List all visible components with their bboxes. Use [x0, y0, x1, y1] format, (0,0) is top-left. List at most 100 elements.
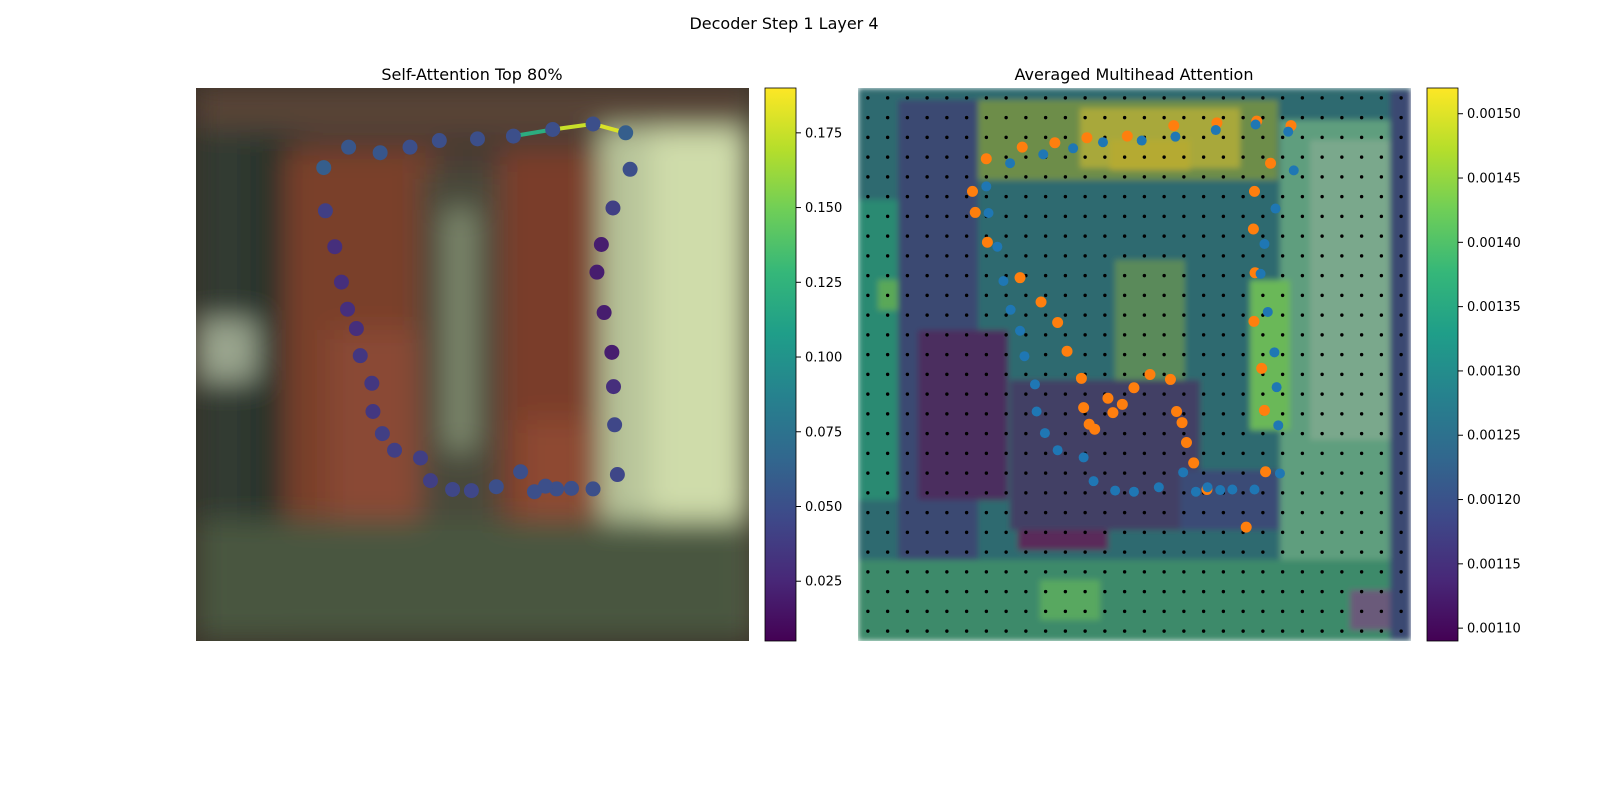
- grid-dot: [1300, 629, 1305, 633]
- grid-dot: [1241, 313, 1245, 317]
- grid-dot: [1043, 550, 1048, 554]
- grid-dot: [945, 570, 949, 574]
- blue-point: [1015, 325, 1026, 336]
- attention-point: [513, 464, 529, 480]
- grid-dot: [1182, 530, 1186, 535]
- orange-point: [1260, 466, 1272, 478]
- grid-dot: [1063, 372, 1068, 377]
- grid-dot: [866, 155, 870, 159]
- grid-dot: [1379, 352, 1384, 357]
- grid-dot: [1300, 431, 1305, 436]
- grid-dot: [1004, 175, 1008, 179]
- grid-dot: [964, 412, 969, 416]
- grid-dot: [1201, 609, 1206, 614]
- orange-point: [1256, 362, 1268, 374]
- grid-dot: [1182, 570, 1186, 574]
- grid-dot: [1379, 135, 1384, 140]
- grid-dot: [1103, 491, 1107, 495]
- grid-dot: [1142, 609, 1147, 614]
- grid-dot: [925, 313, 929, 317]
- grid-dot: [1300, 609, 1305, 614]
- grid-dot: [1221, 451, 1226, 456]
- grid-dot: [1241, 234, 1245, 238]
- grid-dot: [1004, 431, 1008, 436]
- grid-dot: [1379, 214, 1384, 219]
- orange-point: [1248, 315, 1260, 327]
- grid-dot: [1261, 214, 1265, 219]
- blue-point: [1005, 158, 1016, 169]
- blue-point: [1110, 485, 1121, 496]
- grid-dot: [984, 589, 989, 594]
- grid-dot: [1379, 254, 1384, 258]
- grid-dot: [1182, 550, 1186, 554]
- grid-dot: [925, 293, 929, 298]
- grid-dot: [1261, 570, 1265, 574]
- grid-dot: [984, 115, 989, 120]
- grid-dot: [1142, 589, 1147, 594]
- grid-dot: [1241, 570, 1245, 574]
- grid-dot: [1280, 293, 1285, 298]
- blue-point: [983, 207, 994, 218]
- grid-dot: [1379, 570, 1384, 574]
- orange-point: [981, 236, 993, 248]
- grid-dot: [1004, 234, 1008, 238]
- grid-dot: [1340, 254, 1344, 258]
- grid-dot: [1261, 175, 1265, 179]
- grid-dot: [1083, 194, 1087, 199]
- grid-dot: [1162, 155, 1166, 159]
- grid-dot: [1399, 372, 1403, 377]
- grid-dot: [885, 352, 890, 357]
- grid-dot: [1122, 313, 1127, 317]
- grid-dot: [1024, 175, 1028, 179]
- grid-dot: [945, 491, 949, 495]
- grid-dot: [885, 293, 890, 298]
- right-panel-title: Averaged Multihead Attention: [1015, 65, 1254, 84]
- grid-dot: [1024, 214, 1028, 219]
- grid-dot: [1103, 254, 1107, 258]
- blue-point: [1259, 238, 1270, 249]
- grid-dot: [1359, 175, 1364, 179]
- grid-dot: [945, 550, 949, 554]
- blue-point: [1170, 131, 1181, 142]
- grid-dot: [1004, 313, 1008, 317]
- grid-dot: [964, 155, 969, 159]
- grid-dot: [1162, 431, 1166, 436]
- grid-dot: [925, 550, 929, 554]
- orange-point: [1107, 407, 1119, 419]
- grid-dot: [1340, 431, 1344, 436]
- grid-dot: [1300, 491, 1305, 495]
- grid-dot: [1201, 431, 1206, 436]
- grid-dot: [1201, 194, 1206, 199]
- grid-dot: [1340, 372, 1344, 377]
- attention-point: [402, 139, 418, 155]
- grid-dot: [1083, 352, 1087, 357]
- grid-dot: [1142, 214, 1147, 219]
- grid-dot: [1122, 194, 1127, 199]
- grid-dot: [1241, 372, 1245, 377]
- attention-point: [374, 426, 390, 442]
- grid-dot: [866, 234, 870, 238]
- grid-dot: [866, 451, 870, 456]
- grid-dot: [1241, 550, 1245, 554]
- blue-point: [1088, 476, 1099, 487]
- grid-dot: [1221, 135, 1226, 140]
- grid-dot: [1359, 392, 1364, 396]
- grid-dot: [1024, 293, 1028, 298]
- grid-dot: [945, 254, 949, 258]
- grid-dot: [925, 412, 929, 416]
- orange-point: [1035, 296, 1047, 308]
- grid-dot: [1261, 392, 1265, 396]
- grid-dot: [1399, 155, 1403, 159]
- attention-point: [341, 139, 357, 155]
- grid-dot: [984, 530, 989, 535]
- grid-dot: [945, 589, 949, 594]
- grid-dot: [866, 96, 870, 100]
- grid-dot: [1063, 254, 1068, 258]
- grid-dot: [1201, 175, 1206, 179]
- grid-dot: [1083, 333, 1087, 337]
- attention-point: [333, 274, 349, 290]
- orange-point: [1188, 457, 1200, 469]
- grid-dot: [1221, 234, 1226, 238]
- attention-point: [431, 133, 447, 149]
- grid-dot: [1142, 451, 1147, 456]
